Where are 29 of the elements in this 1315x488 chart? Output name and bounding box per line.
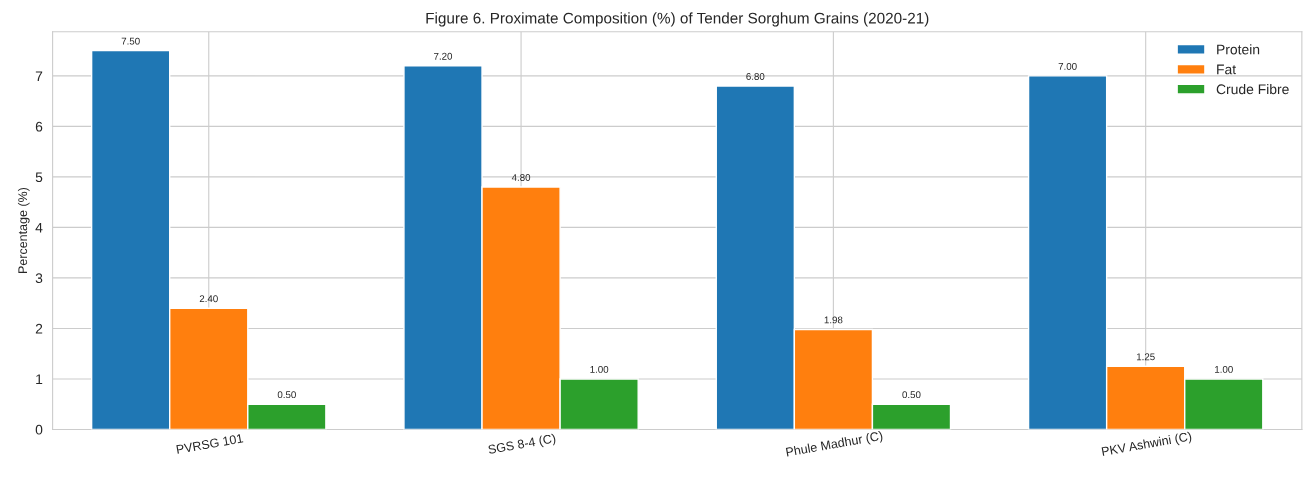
y-tick-label: 0 [35,424,43,435]
x-tick-label: SGS 8-4 (C) [487,433,557,457]
chart-title: Figure 6. Proximate Composition (%) of Tender Sorghum Grains (2020-21) [426,12,929,27]
y-tick-label: 4 [35,222,43,233]
legend-label: Crude Fibre [1216,84,1289,95]
x-tick-label: Phule Madhur (C) [785,430,884,460]
y-tick-label: 5 [35,172,43,183]
y-tick-label: 1 [36,374,43,384]
legend-label: Protein [1217,44,1260,55]
data-label: 0.50 [902,391,921,399]
data-label: 6.80 [746,73,765,80]
y-tick-label: 2 [35,323,43,334]
y-tick-label: 3 [35,273,43,284]
x-tick-label: PKV Ashwini (C) [1101,431,1193,459]
y-tick-label: 6 [35,121,43,132]
data-label: 1.00 [1215,365,1233,373]
data-label: 4.80 [511,174,531,181]
data-label: 7.20 [434,52,453,60]
data-label: 1.98 [824,316,843,324]
y-tick-label: 7 [35,71,43,81]
x-tick-label: PVRSG 101 [176,433,244,454]
y-axis-title: Percentage (%) [17,187,30,273]
data-label: 7.50 [121,37,140,45]
legend-label: Fat [1217,64,1236,75]
data-label: 1.00 [590,365,609,373]
data-label: 1.25 [1136,353,1155,361]
data-label: 2.40 [199,295,218,303]
data-label: 7.00 [1058,62,1077,70]
data-label: 0.50 [277,391,296,399]
